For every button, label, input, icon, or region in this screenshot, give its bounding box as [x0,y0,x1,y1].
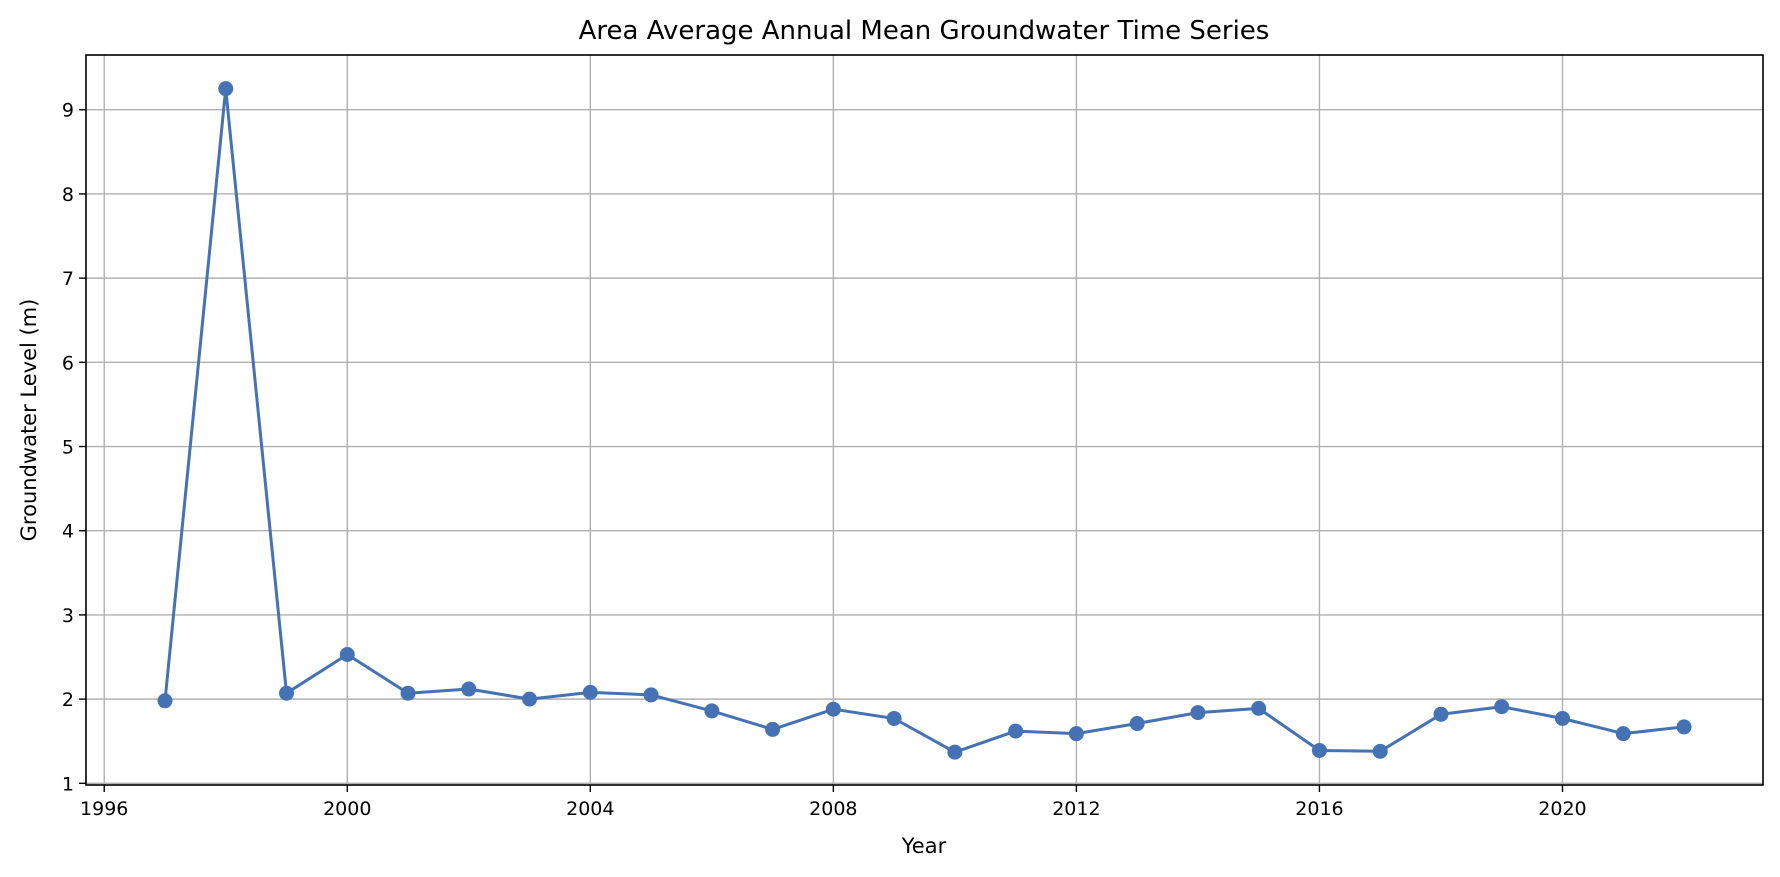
y-tick-label: 8 [62,184,74,206]
data-point [825,701,841,717]
x-tick-label: 2012 [1052,798,1100,820]
data-point [1676,719,1692,735]
y-axis-label: Groundwater Level (m) [17,299,41,542]
data-point [1615,726,1631,742]
y-tick-label: 5 [62,437,74,459]
data-point [522,691,538,707]
data-point [1008,723,1024,739]
y-tick-label: 4 [62,521,74,543]
data-point [279,685,295,701]
y-tick-label: 9 [62,100,74,122]
x-tick-label: 2008 [809,798,857,820]
data-point [1372,743,1388,759]
chart-title: Area Average Annual Mean Groundwater Tim… [579,16,1270,46]
x-tick-label: 2020 [1538,798,1586,820]
data-point [582,684,598,700]
data-series [157,81,1692,760]
data-point [1433,706,1449,722]
data-point [1190,705,1206,721]
data-point [1311,742,1327,758]
data-point [886,710,902,726]
data-point [1554,710,1570,726]
x-tick-label: 2000 [323,798,371,820]
data-point [1129,716,1145,732]
grid-lines [86,55,1763,785]
y-tick-label: 1 [62,773,74,795]
data-point [461,681,477,697]
plot-area-frame [85,54,1764,786]
y-tick-label: 3 [62,605,74,627]
series-line [163,87,1685,754]
axes: 1996 2000 2004 2008 2012 2016 2020 1 2 3 4 5 6 7 8 9 [62,100,1587,820]
data-point [339,646,355,662]
data-point [400,685,416,701]
x-tick-label: 2016 [1295,798,1343,820]
data-point [1068,726,1084,742]
y-tick-label: 2 [62,689,74,711]
y-tick-label: 7 [62,268,74,290]
data-point [643,687,659,703]
x-tick-label: 1996 [80,798,128,820]
data-point [157,693,173,709]
data-point [947,744,963,760]
data-point [1494,699,1510,715]
x-tick-label: 2004 [566,798,614,820]
data-point [1251,700,1267,716]
y-tick-label: 6 [62,352,74,374]
data-point [704,703,720,719]
x-axis-label: Year [901,834,947,858]
data-point [218,81,234,97]
data-point [765,721,781,737]
